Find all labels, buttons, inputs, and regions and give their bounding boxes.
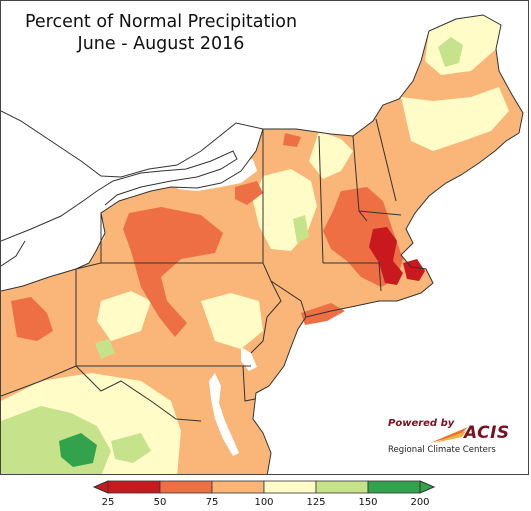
powered-by-text: Powered by [388,418,455,429]
legend-tick-label: 200 [410,497,430,508]
acis-swoosh-icon [430,427,468,443]
legend-swatch [159,480,213,494]
rcc-text: Regional Climate Centers [388,445,496,455]
land-region [1,15,523,474]
lake-outline [1,150,238,242]
legend-swatch [315,480,369,494]
precipitation-map [1,14,524,474]
legend-arrow-left [92,480,109,494]
legend-tick-label: 100 [254,497,274,508]
acis-name: ACIS [464,423,510,443]
legend-tick-label: 75 [205,497,219,508]
map-subtitle: June - August 2016 [77,34,245,54]
state-borders [1,14,524,474]
legend-swatch [211,480,265,494]
legend-swatch [263,480,317,494]
precip-zones [1,15,509,474]
legend-bar [92,480,436,494]
color-legend: 25 50 75 100 125 150 200 [0,475,531,511]
map-title: Percent of Normal Precipitation [24,12,298,32]
legend-swatch [107,480,161,494]
legend-arrow-right [419,480,436,494]
chesapeake-bay [209,373,239,456]
legend-tick-label: 50 [153,497,167,508]
map-frame: Percent of Normal Precipitation June - A… [0,0,529,475]
legend-tick-label: 150 [358,497,378,508]
legend-swatch [367,480,421,494]
legend-tick-label: 25 [101,497,115,508]
lake-ontario [177,159,257,191]
delaware-bay [241,347,257,371]
lake-erie [1,231,105,285]
legend-tick-label: 125 [306,497,326,508]
acis-logo: Powered by ACIS Regional Climate Centers [384,415,524,461]
